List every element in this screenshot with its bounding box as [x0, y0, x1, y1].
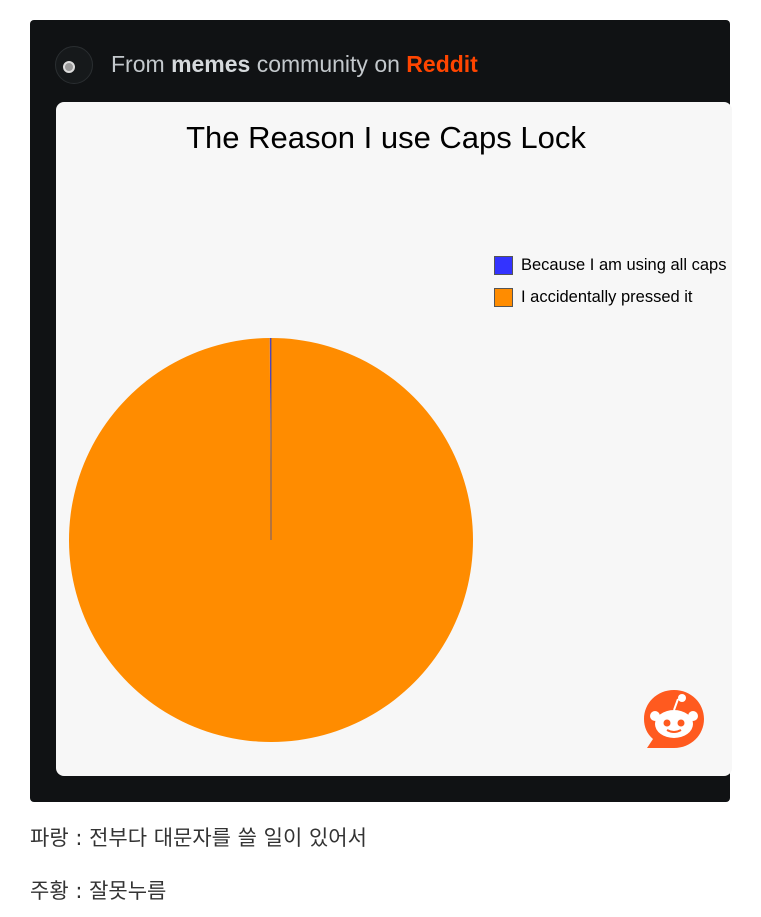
legend-label: Because I am using all caps: [521, 256, 727, 274]
share-header: From memes community on Reddit: [30, 20, 730, 102]
legend-item-orange: I accidentally pressed it: [494, 287, 734, 307]
source-prefix: From: [111, 51, 165, 77]
community-avatar-icon[interactable]: [55, 46, 93, 84]
reddit-share-card: From memes community on Reddit The Reaso…: [30, 20, 732, 802]
caption-orange: 주황 : 잘못누름: [30, 879, 167, 903]
chart-legend: Because I am using all caps I accidental…: [494, 255, 734, 319]
caption-blue: 파랑 : 전부다 대문자를 쓸 일이 있어서: [30, 826, 367, 850]
pie-chart: [69, 338, 473, 742]
legend-swatch-blue: [494, 256, 513, 275]
community-name[interactable]: memes: [171, 51, 251, 77]
source-line: From memes community on Reddit: [111, 51, 478, 78]
reddit-snoo-icon[interactable]: [641, 687, 707, 753]
legend-label: I accidentally pressed it: [521, 288, 693, 306]
reddit-brand-link[interactable]: Reddit: [406, 51, 478, 77]
source-middle: community on: [256, 51, 400, 77]
chart-panel: The Reason I use Caps Lock Because I am …: [56, 102, 732, 776]
legend-swatch-orange: [494, 288, 513, 307]
chart-title: The Reason I use Caps Lock: [186, 120, 586, 155]
legend-item-blue: Because I am using all caps: [494, 255, 734, 275]
